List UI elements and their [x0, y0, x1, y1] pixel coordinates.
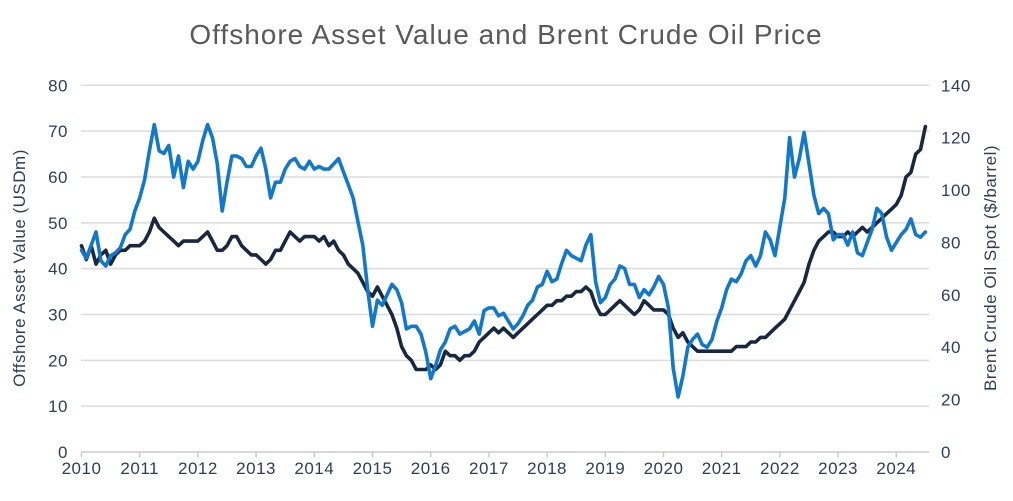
right-axis-tick-label: 140 [941, 76, 971, 95]
x-axis-tick-label: 2021 [702, 459, 742, 478]
right-axis-tick-label: 40 [941, 338, 961, 357]
offshore-asset-value-line [79, 124, 928, 372]
x-axis-tick-label: 2010 [62, 459, 102, 478]
left-axis-tick-label: 20 [48, 351, 68, 370]
x-axis-tick-label: 2011 [120, 459, 159, 478]
left-axis-tick-label: 80 [48, 76, 68, 95]
left-axis-tick-label: 40 [48, 260, 68, 279]
left-axis-tick-label: 10 [48, 397, 68, 416]
left-axis-tick-label: 60 [48, 168, 68, 187]
x-axis-tick-label: 2014 [294, 459, 334, 478]
x-axis-tick-label: 2019 [585, 459, 625, 478]
left-axis-tick-label: 0 [58, 443, 68, 462]
left-axis-tick-label: 50 [48, 214, 68, 233]
x-axis-tick-label: 2020 [644, 459, 684, 478]
right-axis-tick-label: 100 [941, 181, 971, 200]
right-axis-title: Brent Crude Oil Spot ($/barrel) [981, 145, 1000, 391]
x-axis-tick-label: 2013 [236, 459, 276, 478]
x-axis-tick-label: 2016 [411, 459, 451, 478]
chart-title: Offshore Asset Value and Brent Crude Oil… [189, 19, 822, 50]
left-axis-tick-label: 30 [48, 305, 68, 324]
x-axis-tick-label: 2024 [876, 459, 916, 478]
x-axis-tick-label: 2023 [818, 459, 858, 478]
right-axis-tick-label: 20 [941, 391, 961, 410]
gridlines [81, 84, 929, 407]
x-axis-tick-label: 2012 [178, 459, 218, 478]
x-axis-tick-label: 2022 [760, 459, 800, 478]
left-axis-tick-labels: 0 10 20 30 40 50 60 70 80 [48, 76, 68, 462]
right-axis-tick-label: 80 [941, 233, 961, 252]
right-axis-tick-label: 0 [941, 443, 951, 462]
x-axis-tick-label: 2015 [353, 459, 393, 478]
right-axis-tick-label: 60 [941, 286, 961, 305]
right-axis-tick-label: 120 [941, 129, 971, 148]
x-axis-tick-label: 2018 [527, 459, 567, 478]
brent-crude-oil-line [79, 122, 928, 399]
x-axis: 2010 2011 2012 2013 2014 2015 2016 2017 2018 2019… [62, 451, 929, 478]
x-axis-tick-label: 2017 [469, 459, 509, 478]
left-axis-tick-label: 70 [48, 122, 68, 141]
left-axis-title: Offshore Asset Value (USDm) [10, 149, 29, 387]
right-axis-tick-labels: 0 20 40 60 80 100 120 140 [941, 76, 971, 462]
